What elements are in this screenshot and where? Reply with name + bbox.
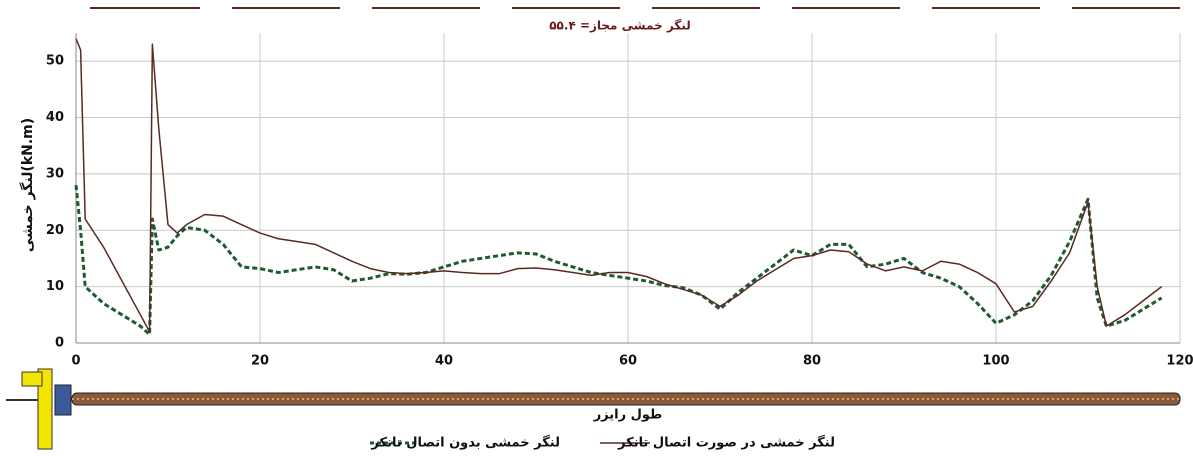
y-tick-label: 30 — [46, 166, 64, 181]
series-line — [76, 185, 1162, 334]
legend-label: لنگر خمشی بدون اتصال تانکر — [370, 435, 560, 451]
y-tick-label: 40 — [46, 110, 64, 125]
y-tick-label: 20 — [46, 223, 64, 238]
x-tick-label: 20 — [251, 354, 269, 369]
x-tick-label: 120 — [1166, 354, 1193, 369]
y-axis-label: لنگر خمشی(kN.m) — [19, 118, 36, 252]
x-tick-label: 100 — [982, 354, 1009, 369]
x-tick-label: 60 — [619, 354, 637, 369]
y-tick-label: 10 — [46, 279, 64, 294]
legend: لنگر خمشی بدون اتصال تانکر لنگر خمشی در … — [370, 435, 835, 451]
chart: لنگر خمشی مجاز= ۵۵.۴ لنگر خمشی(kN.m) طول… — [0, 0, 1193, 456]
x-axis-label: طول رایزر — [593, 408, 663, 423]
series-line — [76, 39, 1162, 332]
chart-title: لنگر خمشی مجاز= ۵۵.۴ — [549, 19, 691, 33]
legend-label: لنگر خمشی در صورت اتصال تانکر — [617, 435, 835, 451]
x-tick-label: 0 — [71, 354, 80, 369]
x-tick-label: 40 — [435, 354, 453, 369]
x-tick-label: 80 — [803, 354, 821, 369]
y-tick-label: 50 — [46, 54, 64, 69]
y-tick-label: 0 — [55, 336, 64, 351]
